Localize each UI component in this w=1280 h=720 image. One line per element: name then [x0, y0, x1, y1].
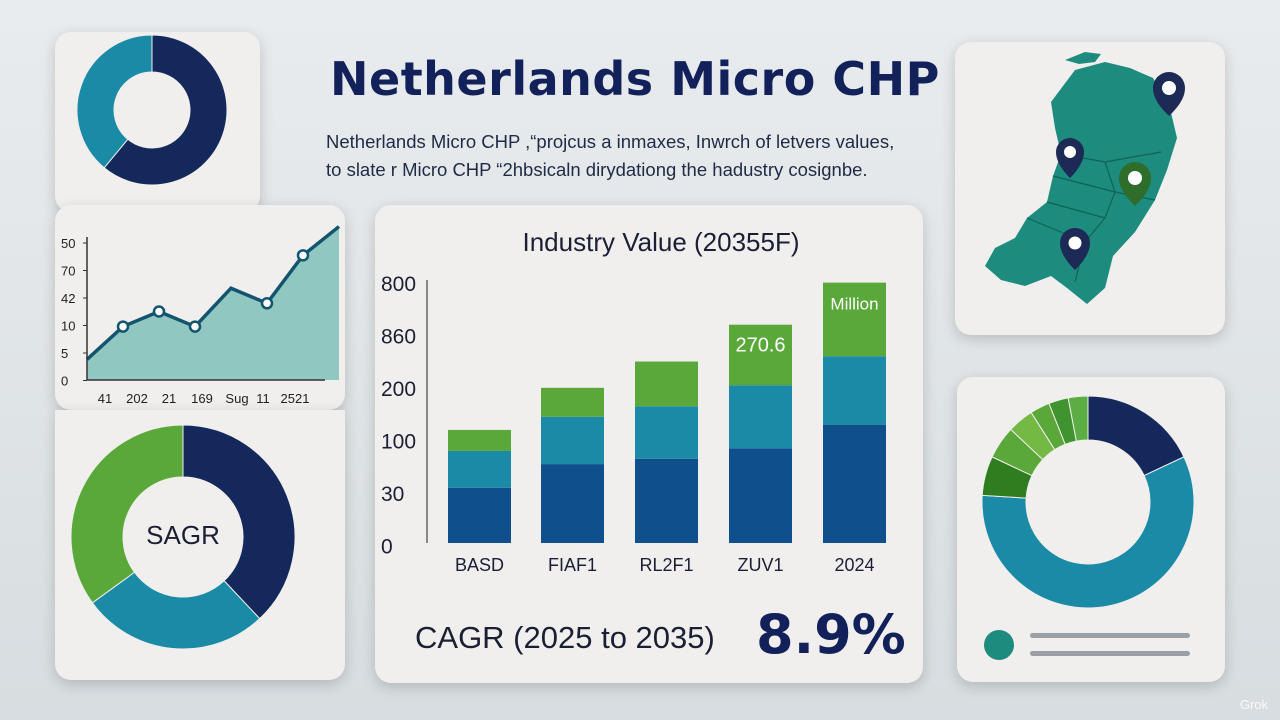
netherlands-map — [985, 52, 1185, 304]
top-donut-chart — [76, 34, 228, 186]
bar-data-label-3: 270.6 — [735, 335, 785, 357]
br-donut-slice-1 — [981, 456, 1195, 609]
line-marker-0 — [116, 320, 130, 333]
map-pin-2[interactable] — [1056, 138, 1084, 178]
subtitle-line-1: Netherlands Micro CHP ,“projcus a inmaxe… — [326, 131, 895, 152]
bar-y-tick-1: 860 — [381, 326, 416, 349]
line-y-tick-4: 5 — [61, 346, 68, 361]
bar-0-top — [448, 429, 511, 451]
bar-2-mid — [635, 406, 698, 459]
bar-1-top — [541, 387, 604, 417]
bar-4-top — [823, 282, 886, 357]
legend-line-1 — [1030, 633, 1190, 638]
bar-chart-title: Industry Value (20355F) — [523, 227, 800, 257]
bar-0-base — [448, 487, 511, 543]
bar-data-label-4: Million — [830, 295, 878, 314]
line-y-tick-1: 70 — [61, 264, 75, 279]
line-marker-2 — [188, 320, 202, 333]
bar-category-2: RL2F1 — [639, 555, 693, 575]
bar-category-1: FIAF1 — [548, 555, 597, 575]
line-area-fill — [87, 226, 339, 380]
legend-line-2 — [1030, 651, 1190, 656]
line-marker-4 — [296, 249, 310, 262]
map-pin-1-dot — [1162, 81, 1176, 95]
page-title: Netherlands Micro CHP — [330, 52, 940, 106]
bar-category-0: BASD — [455, 555, 504, 575]
line-x-tick-1: 202 — [126, 391, 148, 406]
line-series — [85, 225, 341, 361]
top-donut-slice-0 — [103, 34, 228, 186]
bar-0-mid — [448, 450, 511, 488]
map-pin-3[interactable] — [1119, 162, 1151, 206]
line-y-tick-0: 50 — [61, 236, 75, 251]
top-donut-slice-1 — [76, 34, 153, 169]
bar-y-tick-2: 200 — [381, 378, 416, 401]
line-marker-3 — [260, 297, 274, 310]
line-y-tick-2: 42 — [61, 291, 75, 306]
watermark: Grok — [1239, 697, 1268, 712]
line-x-tick-3: 169 — [191, 391, 213, 406]
bar-3-base — [729, 448, 792, 543]
bar-4-mid — [823, 356, 886, 425]
bottom-right-donut-chart — [981, 395, 1195, 660]
bar-3-top — [729, 324, 792, 386]
map-pin-3-dot — [1128, 171, 1142, 185]
industry-value-chart: Industry Value (20355F) 800 860 200 100 30 0 B… — [381, 227, 886, 575]
cagr-value: 8.9% — [756, 603, 906, 666]
sagr-donut-chart: SAGR — [70, 424, 296, 650]
bar-y-tick-0: 800 — [381, 273, 416, 296]
line-x-tick-4: Sug — [225, 391, 248, 406]
sagr-donut-slice-0 — [182, 424, 296, 620]
bar-2-top — [635, 361, 698, 407]
sagr-donut-slice-2 — [70, 424, 184, 604]
bar-category-3: ZUV1 — [737, 555, 783, 575]
map-pin-4-dot — [1068, 236, 1082, 250]
bar-3-mid — [729, 385, 792, 449]
map-region-lines — [1026, 151, 1162, 283]
subtitle-line-2: to slate r Micro CHP “2hbsicaln dirydati… — [326, 159, 868, 180]
bar-category-4: 2024 — [834, 555, 874, 575]
line-y-tick-3: 10 — [61, 319, 75, 334]
br-donut-slice-7 — [1067, 395, 1089, 442]
bar-y-tick-5: 0 — [381, 536, 393, 559]
map-pin-1[interactable] — [1153, 72, 1185, 116]
map-pin-2-dot — [1064, 146, 1076, 158]
map-island-shape — [1065, 52, 1101, 64]
line-x-tick-6: 2521 — [281, 391, 310, 406]
bar-y-tick-3: 100 — [381, 431, 416, 454]
sagr-center-label: SAGR — [146, 520, 220, 550]
bar-y-tick-4: 30 — [381, 483, 404, 506]
line-x-tick-2: 21 — [162, 391, 176, 406]
map-pin-4[interactable] — [1060, 228, 1090, 270]
bar-4-base — [823, 424, 886, 543]
line-marker-1 — [152, 305, 166, 318]
line-x-tick-5: 11 — [256, 391, 270, 406]
legend-swatch — [984, 630, 1014, 660]
bar-2-base — [635, 458, 698, 543]
sagr-donut-slice-1 — [91, 571, 261, 650]
bar-1-base — [541, 464, 604, 543]
bar-1-mid — [541, 416, 604, 465]
line-y-tick-5: 0 — [61, 374, 68, 389]
line-x-tick-0: 41 — [98, 391, 112, 406]
cagr-label: CAGR (2025 to 2035) — [415, 620, 715, 655]
page-subtitle: Netherlands Micro CHP ,“projcus a inmaxe… — [326, 128, 966, 184]
